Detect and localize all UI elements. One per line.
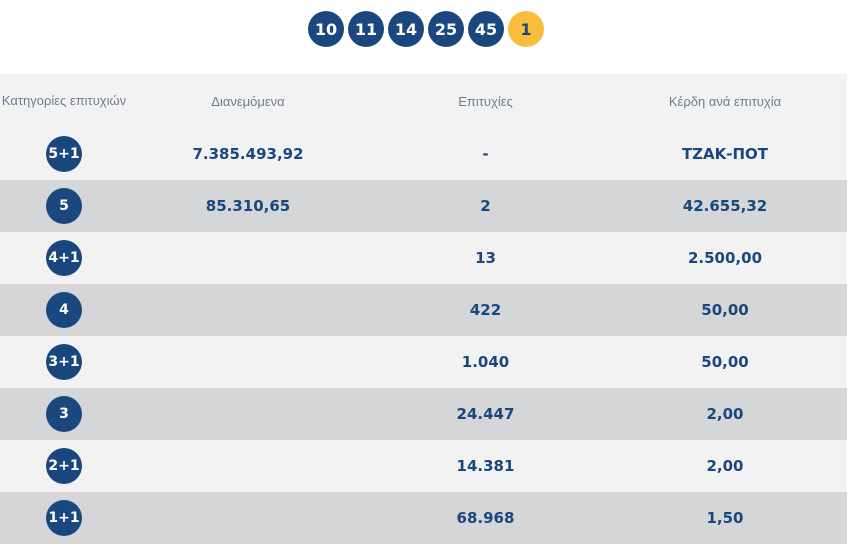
- category-badge: 3+1: [46, 344, 82, 380]
- prize-cell: 2,00: [706, 405, 744, 423]
- table-row: 2+1 14.381 2,00: [0, 440, 847, 492]
- category-badge: 5+1: [46, 136, 82, 172]
- winners-cell: 1.040: [461, 353, 510, 371]
- winners-cell: 13: [475, 249, 496, 267]
- prize-cell: ΤΖΑΚ-ΠΟΤ: [681, 145, 769, 163]
- winners-cell: 422: [469, 301, 502, 319]
- number-ball: 14: [388, 11, 424, 47]
- prize-cell: 50,00: [701, 353, 749, 371]
- table-header: Κατηγορίες επιτυχιών Διανεμόμενα Επιτυχί…: [0, 74, 847, 128]
- table-row: 4+1 13 2.500,00: [0, 232, 847, 284]
- distributed-cell: 7.385.493,92: [192, 145, 304, 163]
- winners-cell: 24.447: [456, 405, 515, 423]
- category-badge: 4+1: [46, 240, 82, 276]
- category-badge: 3: [46, 396, 82, 432]
- prize-cell: 2.500,00: [687, 249, 763, 267]
- header-distributed: Διανεμόμενα: [211, 93, 285, 109]
- winners-cell: 14.381: [456, 457, 515, 475]
- header-category: Κατηγορίες επιτυχιών: [1, 93, 127, 108]
- winners-cell: 68.968: [456, 509, 515, 527]
- header-winners: Επιτυχίες: [458, 93, 513, 109]
- prize-table: Κατηγορίες επιτυχιών Διανεμόμενα Επιτυχί…: [0, 74, 847, 544]
- distributed-cell: 85.310,65: [205, 197, 291, 215]
- number-ball: 10: [308, 11, 344, 47]
- prize-cell: 2,00: [706, 457, 744, 475]
- category-badge: 1+1: [46, 500, 82, 536]
- header-prize: Κέρδη ανά επιτυχία: [668, 93, 782, 109]
- joker-ball: 1: [508, 11, 544, 47]
- category-badge: 4: [46, 292, 82, 328]
- table-row: 1+1 68.968 1,50: [0, 492, 847, 544]
- drawn-numbers: 10 11 14 25 45 1: [0, 11, 852, 47]
- category-badge: 5: [46, 188, 82, 224]
- winners-cell: 2: [480, 197, 491, 215]
- prize-cell: 1,50: [706, 509, 744, 527]
- number-ball: 45: [468, 11, 504, 47]
- table-row: 5+1 7.385.493,92 - ΤΖΑΚ-ΠΟΤ: [0, 128, 847, 180]
- category-badge: 2+1: [46, 448, 82, 484]
- table-row: 5 85.310,65 2 42.655,32: [0, 180, 847, 232]
- winners-cell: -: [482, 145, 489, 163]
- table-row: 3 24.447 2,00: [0, 388, 847, 440]
- prize-cell: 42.655,32: [682, 197, 768, 215]
- number-ball: 25: [428, 11, 464, 47]
- table-row: 3+1 1.040 50,00: [0, 336, 847, 388]
- prize-cell: 50,00: [701, 301, 749, 319]
- number-ball: 11: [348, 11, 384, 47]
- table-row: 4 422 50,00: [0, 284, 847, 336]
